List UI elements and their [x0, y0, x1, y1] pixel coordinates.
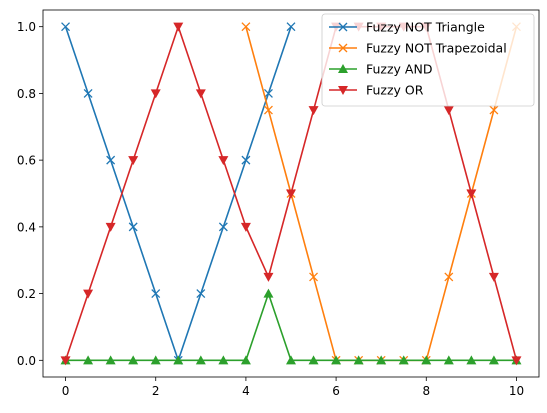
y-tick-label: 0.0: [17, 354, 36, 368]
legend-item: Fuzzy NOT Triangle: [329, 20, 485, 35]
data-point: [60, 356, 71, 366]
data-point: [308, 355, 319, 365]
data-point: [83, 88, 93, 98]
data-point: [309, 272, 319, 282]
data-point: [286, 355, 296, 365]
y-tick-label: 0.8: [17, 87, 36, 101]
data-point: [488, 272, 499, 282]
data-point: [489, 105, 499, 115]
x-tick-label: 10: [509, 384, 524, 398]
data-point: [128, 355, 139, 365]
data-point: [338, 22, 348, 32]
y-tick-label: 1.0: [17, 20, 36, 34]
legend-item: Fuzzy NOT Trapezoidal: [329, 41, 507, 56]
data-point: [218, 222, 228, 232]
data-point: [105, 355, 116, 365]
data-point: [263, 288, 274, 298]
x-axis: 0 2 4 6 8 10: [62, 377, 524, 398]
data-point: [263, 88, 273, 98]
data-point: [240, 222, 251, 232]
data-point: [443, 106, 454, 116]
legend-label: Fuzzy NOT Triangle: [366, 20, 485, 35]
legend-label: Fuzzy NOT Trapezoidal: [366, 41, 507, 56]
data-point: [83, 289, 94, 299]
data-point: [398, 355, 409, 365]
legend-item: Fuzzy OR: [329, 83, 424, 98]
data-point: [240, 355, 251, 365]
data-point: [338, 86, 348, 95]
legend-label: Fuzzy OR: [366, 83, 424, 98]
data-point: [376, 355, 387, 365]
x-tick-label: 0: [62, 384, 70, 398]
data-point: [466, 189, 477, 199]
data-point: [106, 155, 116, 165]
x-tick-label: 4: [242, 384, 250, 398]
data-point: [151, 289, 161, 299]
x-tick-label: 2: [152, 384, 160, 398]
data-point: [488, 355, 499, 365]
plot-frame: [42, 9, 540, 378]
data-point: [173, 355, 184, 365]
data-point: [286, 22, 296, 32]
data-point: [353, 355, 364, 365]
data-point: [308, 106, 319, 116]
series: [60, 288, 522, 365]
legend-label: Fuzzy AND: [366, 62, 432, 77]
y-tick-label: 0.4: [17, 220, 36, 234]
data-point: [241, 22, 251, 32]
data-point: [150, 355, 161, 365]
data-point: [443, 355, 454, 365]
data-point: [218, 156, 229, 166]
y-tick-label: 0.2: [17, 287, 36, 301]
data-point: [241, 155, 251, 165]
data-point: [128, 156, 139, 166]
data-point: [218, 355, 229, 365]
legend: Fuzzy NOT Triangle Fuzzy NOT Trapezoidal F…: [321, 13, 535, 107]
data-point: [444, 272, 454, 282]
data-point: [61, 22, 71, 32]
data-point: [263, 272, 274, 282]
data-point: [286, 189, 296, 199]
data-point: [196, 289, 206, 299]
data-point: [195, 89, 206, 99]
y-axis: 0.0 0.2 0.4 0.6 0.8 1.0: [17, 20, 43, 368]
data-point: [150, 89, 161, 99]
legend-item: Fuzzy AND: [329, 62, 432, 77]
data-point: [105, 222, 116, 232]
legend-box: [321, 13, 535, 107]
data-point: [263, 105, 273, 115]
data-point: [338, 43, 348, 53]
y-tick-label: 0.6: [17, 154, 36, 168]
data-point: [331, 355, 342, 365]
data-point: [466, 355, 477, 365]
data-point: [511, 356, 522, 366]
data-point: [173, 22, 184, 32]
data-point: [128, 222, 138, 232]
x-tick-label: 6: [332, 384, 340, 398]
data-point: [338, 64, 348, 73]
data-point: [195, 355, 206, 365]
data-point: [83, 355, 94, 365]
x-tick-label: 8: [422, 384, 430, 398]
data-point: [421, 355, 432, 365]
